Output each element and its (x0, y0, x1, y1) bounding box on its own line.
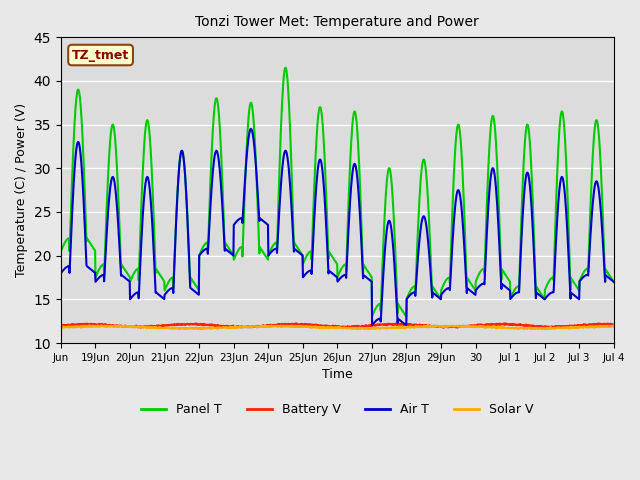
Solar V (144, 324, 152, 330)
Line: Solar V: Solar V (61, 325, 614, 329)
Air T (247, 126, 255, 132)
Panel T (323, 216, 331, 221)
Line: Battery V: Battery V (61, 324, 614, 328)
Battery V (604, 321, 611, 327)
Air T (610, 279, 618, 285)
Title: Tonzi Tower Met: Temperature and Power: Tonzi Tower Met: Temperature and Power (195, 15, 479, 29)
Battery V (549, 324, 557, 330)
Panel T (610, 279, 618, 285)
Panel T (468, 283, 476, 288)
Solar V (313, 324, 321, 330)
Battery V (468, 323, 476, 329)
Solar V (86, 323, 93, 328)
Solar V (549, 325, 557, 331)
Air T (323, 240, 331, 246)
Panel T (143, 117, 151, 123)
Air T (468, 289, 476, 295)
Legend: Panel T, Battery V, Air T, Solar V: Panel T, Battery V, Air T, Solar V (136, 398, 539, 421)
Solar V (468, 324, 476, 330)
Panel T (282, 65, 289, 71)
Air T (143, 174, 151, 180)
Y-axis label: Temperature (C) / Power (V): Temperature (C) / Power (V) (15, 103, 28, 277)
Battery V (292, 321, 300, 326)
Battery V (57, 323, 65, 328)
Solar V (323, 325, 331, 331)
Battery V (313, 322, 321, 328)
Air T (604, 274, 611, 279)
Solar V (543, 326, 550, 332)
Panel T (549, 275, 557, 280)
X-axis label: Time: Time (322, 368, 353, 381)
Air T (313, 179, 321, 185)
Air T (57, 270, 65, 276)
Panel T (604, 269, 611, 275)
Line: Air T: Air T (61, 129, 614, 325)
Panel T (403, 314, 410, 320)
Text: TZ_tmet: TZ_tmet (72, 48, 129, 61)
Solar V (604, 324, 611, 330)
Battery V (143, 324, 151, 330)
Solar V (610, 323, 618, 329)
Air T (549, 289, 557, 295)
Air T (403, 323, 410, 328)
Line: Panel T: Panel T (61, 68, 614, 317)
Panel T (313, 134, 321, 140)
Battery V (323, 323, 331, 329)
Battery V (439, 325, 447, 331)
Panel T (57, 248, 65, 254)
Battery V (610, 322, 618, 328)
Solar V (57, 324, 65, 330)
